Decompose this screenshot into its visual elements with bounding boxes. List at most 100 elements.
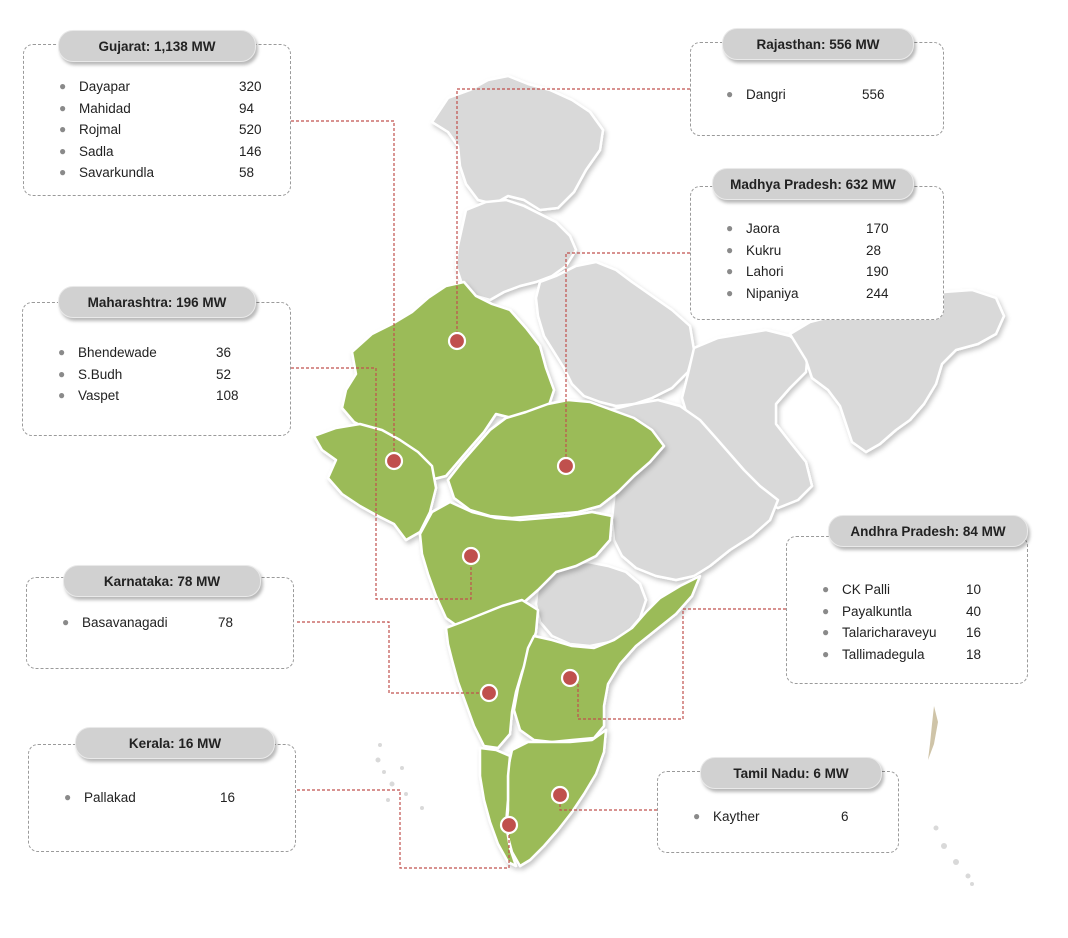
connector-rajasthan xyxy=(456,88,690,340)
bullet-icon: ● xyxy=(64,790,72,804)
site-name: Rojmal xyxy=(79,122,122,137)
site-name: CK Palli xyxy=(842,582,891,597)
site-capacity: 320 xyxy=(239,79,262,94)
site-name: Dayapar xyxy=(79,79,131,94)
site-capacity: 10 xyxy=(966,582,982,597)
bullet-icon: ● xyxy=(58,388,66,402)
region-title-andhra-pradesh: Andhra Pradesh: 84 MW xyxy=(828,515,1028,547)
region-title-madhya-pradesh: Madhya Pradesh: 632 MW xyxy=(712,168,914,200)
bullet-icon: ● xyxy=(726,87,734,101)
bullet-icon: ● xyxy=(59,79,67,93)
site-row: ● Vaspet 108 xyxy=(58,385,258,406)
highlighted-states xyxy=(312,280,702,868)
site-row: ● Jaora 170 xyxy=(726,218,926,239)
site-capacity: 190 xyxy=(866,264,889,279)
site-name: Pallakad xyxy=(84,790,136,805)
region-title-karnataka: Karnataka: 78 MW xyxy=(63,565,261,597)
bullet-icon: ● xyxy=(726,285,734,300)
region-card-kerala xyxy=(28,744,296,852)
site-capacity: 36 xyxy=(216,345,232,360)
bullet-icon: ● xyxy=(822,646,830,661)
region-card-andhra-pradesh xyxy=(786,536,1028,684)
region-title-maharashtra: Maharashtra: 196 MW xyxy=(58,286,256,318)
site-name: Nipaniya xyxy=(746,285,799,301)
region-card-gujarat xyxy=(23,44,291,196)
bullet-icon: ● xyxy=(59,165,67,179)
uttar-pradesh-region xyxy=(534,260,696,408)
site-row: ● Bhendewade 36 xyxy=(58,342,258,363)
bullet-icon: ● xyxy=(822,603,830,618)
islands xyxy=(375,706,974,886)
site-name: Talaricharaveyu xyxy=(842,625,937,640)
site-marker-karnataka xyxy=(479,683,499,703)
site-marker-kerala xyxy=(499,815,519,835)
maharashtra-region xyxy=(418,500,614,630)
bullet-icon: ● xyxy=(726,242,734,257)
site-capacity: 28 xyxy=(866,242,882,258)
site-marker-rajasthan xyxy=(447,331,467,351)
site-row: ● CK Palli 10 xyxy=(822,579,1022,600)
site-marker-tamil-nadu xyxy=(550,785,570,805)
madhya-pradesh-region xyxy=(446,398,666,520)
site-marker-andhra-pradesh xyxy=(560,668,580,688)
site-row: ● Kukru 28 xyxy=(726,240,926,261)
site-capacity: 40 xyxy=(966,603,982,619)
site-name: Tallimadegula xyxy=(842,646,925,662)
site-name: Jaora xyxy=(746,221,780,236)
site-capacity: 16 xyxy=(966,625,982,640)
site-row: ● Nipaniya 244 xyxy=(726,283,926,304)
site-row: ● Dangri 556 xyxy=(726,84,926,105)
site-name: Payalkuntla xyxy=(842,603,912,619)
site-capacity: 170 xyxy=(866,221,889,236)
connector-maharashtra xyxy=(291,367,472,600)
site-capacity: 108 xyxy=(216,388,239,403)
site-row: ● Mahidad 94 xyxy=(59,98,259,119)
connector-madhya-pradesh xyxy=(565,252,690,466)
kerala-region xyxy=(478,746,518,868)
karnataka-region xyxy=(444,598,540,750)
site-row: ● Lahori 190 xyxy=(726,261,926,282)
site-name: Kukru xyxy=(746,242,782,258)
bullet-icon: ● xyxy=(726,221,734,235)
site-row: ● Kayther 6 xyxy=(693,806,893,827)
site-row: ● Pallakad 16 xyxy=(64,787,264,808)
site-name: Savarkundla xyxy=(79,165,155,180)
site-name: Sadla xyxy=(79,143,114,159)
connector-kerala xyxy=(297,789,510,869)
site-name: Dangri xyxy=(746,87,786,102)
site-capacity: 58 xyxy=(239,165,255,180)
bullet-icon: ● xyxy=(693,809,701,823)
site-capacity: 94 xyxy=(239,100,255,116)
site-name: Lahori xyxy=(746,264,784,279)
region-title-tamil-nadu: Tamil Nadu: 6 MW xyxy=(700,757,882,789)
site-capacity: 146 xyxy=(239,143,262,159)
site-capacity: 52 xyxy=(216,366,232,382)
bullet-icon: ● xyxy=(62,615,70,629)
bullet-icon: ● xyxy=(59,143,67,158)
site-capacity: 244 xyxy=(866,285,889,301)
site-marker-gujarat xyxy=(384,451,404,471)
bullet-icon: ● xyxy=(822,625,830,639)
bullet-icon: ● xyxy=(59,122,67,136)
region-title-rajasthan: Rajasthan: 556 MW xyxy=(722,28,914,60)
site-marker-maharashtra xyxy=(461,546,481,566)
site-row: ● Rojmal 520 xyxy=(59,119,262,140)
region-title-kerala: Kerala: 16 MW xyxy=(75,727,275,759)
connector-andhra-pradesh xyxy=(577,608,786,720)
site-row: ● Tallimadegula 18 xyxy=(822,644,1022,665)
site-capacity: 520 xyxy=(239,122,262,137)
andhra-pradesh-region xyxy=(512,574,702,744)
site-row: ● Payalkuntla 40 xyxy=(822,601,1022,622)
bullet-icon: ● xyxy=(58,366,66,381)
site-name: Mahidad xyxy=(79,100,131,116)
connector-gujarat xyxy=(291,120,395,460)
site-name: Kayther xyxy=(713,809,760,824)
site-capacity: 6 xyxy=(841,809,849,824)
site-capacity: 18 xyxy=(966,646,982,662)
region-title-gujarat: Gujarat: 1,138 MW xyxy=(58,30,256,62)
site-capacity: 556 xyxy=(862,87,885,102)
site-row: ● Talaricharaveyu 16 xyxy=(822,622,1022,643)
bullet-icon: ● xyxy=(58,345,66,359)
site-name: Vaspet xyxy=(78,388,120,403)
